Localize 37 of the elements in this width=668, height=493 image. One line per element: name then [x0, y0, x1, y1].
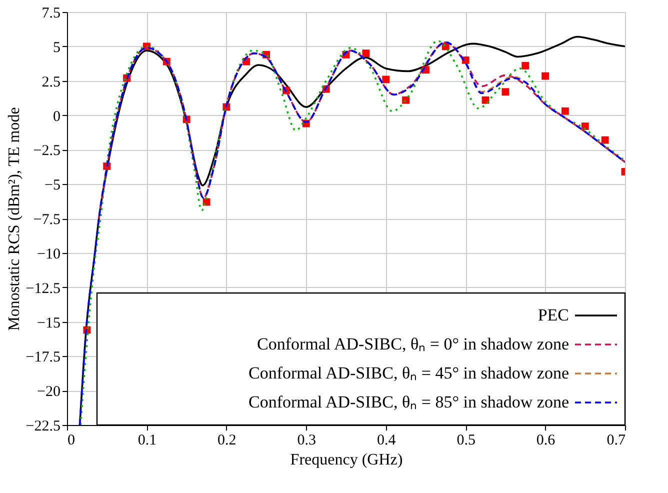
point — [542, 72, 549, 80]
point — [522, 62, 530, 70]
y-axis-title: Monostatic RCS (dBm²), TE mode — [6, 107, 23, 331]
y-tick-label: −7.5 — [33, 212, 60, 228]
x-tick-label: 0.7 — [606, 432, 626, 448]
x-tick-label: 0.1 — [138, 432, 157, 448]
y-tick-label: −15 — [37, 315, 60, 332]
y-tick-label: −10 — [37, 246, 60, 262]
point — [382, 76, 390, 84]
x-tick-label: 0.6 — [536, 432, 556, 448]
y-tick-label: −22.5 — [26, 418, 60, 434]
legend-label: Conformal AD-SIBC, θₙ = 85° in shadow zone — [248, 392, 569, 412]
legend-label: Conformal AD-SIBC, θₙ = 45° in shadow zone — [248, 364, 569, 382]
y-tick-label: −12.5 — [26, 280, 60, 297]
line-series — [98, 41, 625, 220]
y-tick-label: 0 — [53, 108, 60, 125]
y-tick-label: 7.5 — [42, 6, 60, 22]
point — [502, 88, 510, 96]
point — [562, 107, 569, 115]
x-tick-label: 0.2 — [218, 432, 236, 448]
y-tick-label: −20 — [37, 384, 60, 400]
x-tick-label: 0.3 — [297, 432, 316, 448]
point — [482, 96, 490, 104]
point — [402, 96, 410, 104]
point — [601, 136, 609, 144]
x-tick-label: 0 — [68, 432, 75, 448]
legend-label: Conformal AD-SIBC, θₙ = 0° in shadow zone — [256, 334, 569, 354]
legend-label: PEC — [538, 306, 569, 324]
y-tick-label: −5 — [44, 178, 60, 194]
x-tick-label: 0.4 — [376, 432, 396, 448]
x-tick-label: 0.5 — [456, 432, 476, 448]
y-tick-label: 5 — [53, 40, 60, 56]
y-tick-label: 2.5 — [42, 74, 60, 90]
y-tick-label: −2.5 — [33, 143, 60, 160]
point — [362, 50, 370, 58]
x-axis-title: Frequency (GHz) — [290, 452, 403, 468]
y-tick-label: −17.5 — [26, 350, 60, 366]
